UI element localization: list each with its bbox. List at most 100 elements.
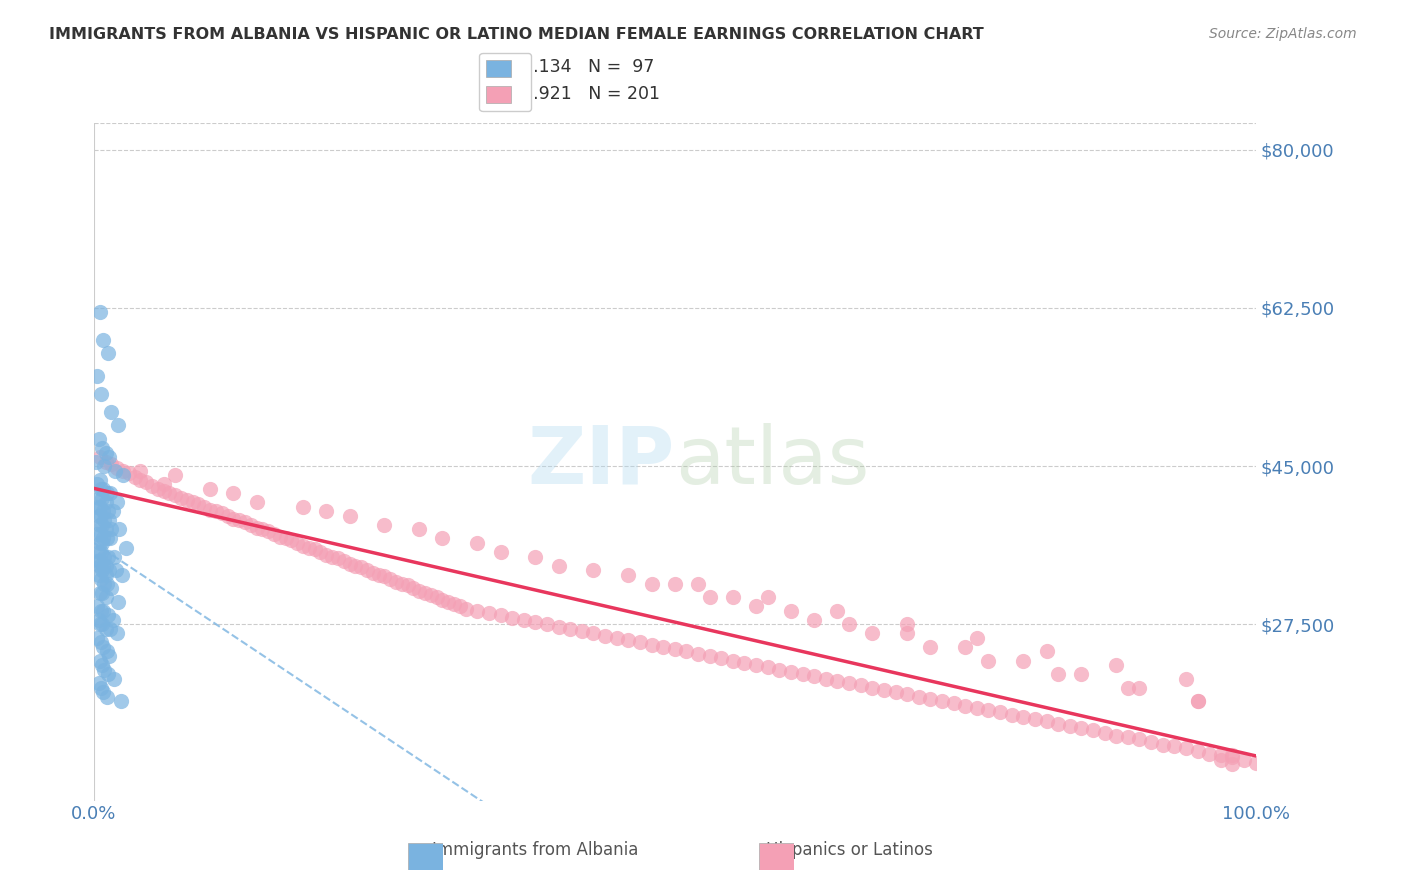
Point: [105, 495, 128, 509]
Point: [93, 576, 115, 591]
Point: [101, 613, 124, 627]
Point: [1128, 732, 1150, 747]
Point: [103, 672, 125, 686]
Point: [89, 450, 111, 464]
Point: [489, 608, 512, 623]
Text: ZIP: ZIP: [527, 423, 675, 500]
Point: [814, 672, 837, 686]
Point: [920, 692, 942, 706]
Point: [1187, 744, 1209, 758]
Point: [90, 508, 112, 523]
Point: [228, 513, 250, 527]
Point: [304, 542, 326, 557]
Point: [1174, 672, 1197, 686]
Point: [152, 484, 174, 499]
Point: [193, 500, 215, 514]
Point: [87, 432, 110, 446]
Point: [966, 701, 988, 715]
Point: [593, 629, 616, 643]
Point: [90, 545, 112, 559]
Point: [408, 583, 430, 598]
Point: [721, 653, 744, 667]
Point: [96, 486, 118, 500]
Point: [860, 626, 883, 640]
Point: [107, 595, 129, 609]
Point: [640, 638, 662, 652]
Point: [896, 617, 918, 632]
Point: [86, 599, 108, 614]
Point: [780, 604, 803, 618]
Point: [96, 644, 118, 658]
Point: [90, 482, 112, 496]
Point: [1163, 739, 1185, 754]
Point: [710, 650, 733, 665]
Point: [94, 567, 117, 582]
Point: [344, 558, 367, 573]
Point: [1222, 757, 1244, 772]
Point: [97, 549, 120, 564]
Point: [96, 532, 118, 546]
Point: [100, 523, 122, 537]
Point: [1070, 667, 1092, 681]
Point: [89, 585, 111, 599]
Point: [1244, 756, 1267, 770]
Point: [536, 617, 558, 632]
Point: [988, 705, 1011, 719]
Point: [129, 473, 152, 487]
Point: [252, 523, 274, 537]
Point: [93, 549, 115, 564]
Text: Hispanics or Latinos: Hispanics or Latinos: [766, 841, 932, 859]
Point: [91, 504, 114, 518]
Point: [756, 591, 779, 605]
Point: [91, 604, 114, 618]
Point: [380, 572, 402, 586]
Point: [1152, 738, 1174, 752]
Text: R = -0.921   N = 201: R = -0.921 N = 201: [478, 85, 659, 103]
Point: [86, 554, 108, 568]
Point: [768, 663, 790, 677]
Point: [1187, 694, 1209, 708]
Point: [152, 477, 174, 491]
Point: [827, 674, 849, 689]
Point: [1105, 658, 1128, 673]
Point: [91, 685, 114, 699]
Point: [96, 576, 118, 591]
Point: [1116, 681, 1139, 695]
Point: [501, 611, 523, 625]
Point: [1070, 721, 1092, 735]
Point: [90, 527, 112, 541]
Point: [803, 613, 825, 627]
Point: [198, 482, 221, 496]
Point: [181, 495, 204, 509]
Point: [269, 530, 291, 544]
Point: [101, 504, 124, 518]
Point: [217, 508, 239, 523]
Point: [285, 536, 308, 550]
Point: [98, 648, 121, 663]
Point: [1047, 667, 1070, 681]
Point: [94, 495, 117, 509]
Point: [953, 698, 976, 713]
Point: [86, 477, 108, 491]
Point: [198, 502, 221, 516]
Point: [146, 482, 169, 496]
Point: [1209, 748, 1232, 763]
Point: [86, 500, 108, 514]
Point: [94, 523, 117, 537]
Text: Source: ZipAtlas.com: Source: ZipAtlas.com: [1209, 27, 1357, 41]
Point: [617, 632, 640, 647]
Point: [100, 405, 122, 419]
Point: [165, 468, 187, 483]
Point: [1012, 653, 1035, 667]
Point: [89, 554, 111, 568]
Point: [931, 694, 953, 708]
Point: [953, 640, 976, 654]
Point: [91, 563, 114, 577]
Point: [91, 517, 114, 532]
Point: [884, 685, 907, 699]
Point: [187, 497, 209, 511]
Point: [86, 631, 108, 645]
Point: [111, 464, 134, 478]
Point: [699, 648, 721, 663]
Point: [350, 560, 373, 574]
